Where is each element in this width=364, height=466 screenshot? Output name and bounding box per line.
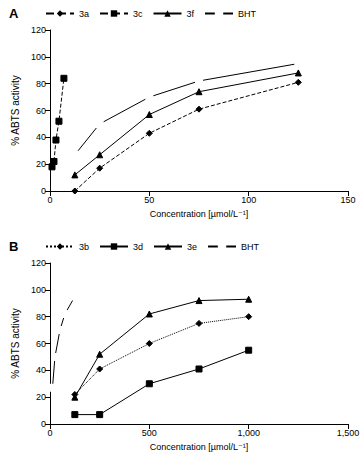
svg-text:BHT: BHT bbox=[241, 242, 260, 252]
svg-text:3e: 3e bbox=[187, 242, 197, 252]
svg-text:1,500: 1,500 bbox=[337, 428, 360, 438]
svg-text:0: 0 bbox=[41, 186, 46, 196]
svg-text:Concentration [µmol/L⁻¹]: Concentration [µmol/L⁻¹] bbox=[150, 209, 248, 219]
svg-text:3d: 3d bbox=[133, 242, 143, 252]
svg-text:0: 0 bbox=[47, 428, 52, 438]
svg-text:Concentration [µmol/L⁻¹]: Concentration [µmol/L⁻¹] bbox=[150, 442, 248, 452]
svg-text:120: 120 bbox=[31, 25, 46, 35]
svg-text:50: 50 bbox=[144, 195, 154, 205]
svg-text:500: 500 bbox=[142, 428, 157, 438]
svg-text:120: 120 bbox=[31, 258, 46, 268]
svg-text:60: 60 bbox=[36, 106, 46, 116]
svg-text:3f: 3f bbox=[187, 9, 195, 19]
svg-text:3c: 3c bbox=[133, 9, 143, 19]
svg-text:100: 100 bbox=[241, 195, 256, 205]
svg-text:150: 150 bbox=[340, 195, 355, 205]
svg-text:40: 40 bbox=[36, 365, 46, 375]
svg-text:100: 100 bbox=[31, 52, 46, 62]
svg-text:% ABTS activity: % ABTS activity bbox=[10, 75, 21, 146]
svg-text:40: 40 bbox=[36, 132, 46, 142]
svg-text:60: 60 bbox=[36, 339, 46, 349]
svg-text:1,000: 1,000 bbox=[237, 428, 260, 438]
svg-text:A: A bbox=[9, 6, 19, 21]
svg-text:3b: 3b bbox=[79, 242, 89, 252]
svg-text:80: 80 bbox=[36, 79, 46, 89]
svg-text:BHT: BHT bbox=[238, 9, 257, 19]
svg-text:100: 100 bbox=[31, 285, 46, 295]
svg-text:80: 80 bbox=[36, 312, 46, 322]
svg-text:20: 20 bbox=[36, 392, 46, 402]
svg-text:20: 20 bbox=[36, 159, 46, 169]
svg-text:B: B bbox=[9, 239, 18, 254]
svg-text:0: 0 bbox=[41, 419, 46, 429]
svg-text:3a: 3a bbox=[79, 9, 89, 19]
svg-text:0: 0 bbox=[47, 195, 52, 205]
svg-text:% ABTS activity: % ABTS activity bbox=[10, 308, 21, 379]
